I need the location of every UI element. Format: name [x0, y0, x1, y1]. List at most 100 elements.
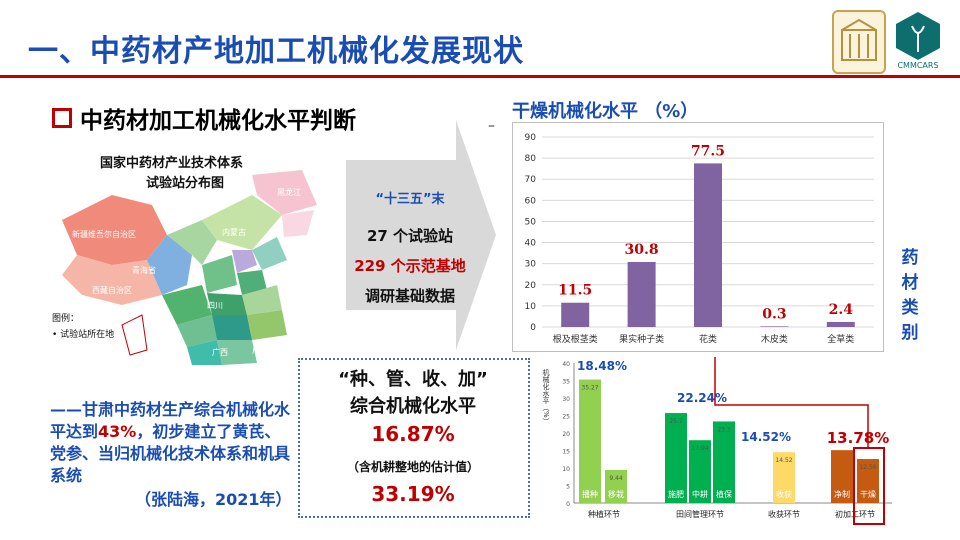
side-label: 药 材 类 别	[898, 246, 922, 346]
side-char: 类	[901, 298, 919, 318]
y-tick-label: 70	[525, 175, 537, 185]
group-level: 22.24%	[677, 391, 727, 405]
bar	[773, 452, 795, 503]
y-tick-label: 80	[525, 154, 537, 164]
svg-text:广东: 广东	[252, 345, 268, 355]
y-tick-label: 50	[525, 217, 537, 227]
stat-stations: 27 个试验站	[366, 227, 454, 245]
data-label: 11.5	[558, 283, 592, 299]
group-label: 田间管理环节	[676, 509, 724, 519]
data-label: 0.3	[762, 306, 786, 322]
connector-line	[714, 357, 869, 448]
y-tick-label: 10	[562, 466, 570, 473]
map-title: 国家中药材产业技术体系	[100, 156, 244, 171]
bar	[665, 413, 687, 503]
bar	[857, 459, 879, 503]
y-tick-label: 40	[562, 361, 570, 368]
summary-line2: 综合机械化水平	[350, 396, 476, 417]
bar	[689, 440, 711, 503]
svg-text:西藏自治区: 西藏自治区	[92, 285, 132, 295]
x-tick-label: 收获	[776, 489, 792, 499]
stat-demo-bases: 229 个示范基地	[354, 257, 466, 275]
svg-text:新疆维吾尔自治区: 新疆维吾尔自治区	[72, 229, 136, 239]
quote-line-end: ，初步建立了黄芪、党参、当归机械化技术体系和机具系统	[50, 422, 291, 485]
x-tick-label: 全草类	[827, 333, 854, 345]
x-tick-label: 植保	[716, 489, 732, 499]
y-tick-label: 30	[525, 260, 537, 270]
stat-period: “十三五”末	[375, 192, 445, 207]
page-title: 一、中药材产地加工机械化发展现状	[28, 34, 524, 69]
x-tick-label: 净制	[834, 489, 850, 499]
map-legend-item: • 试验站所在地	[52, 330, 115, 340]
cmmcars-logo: CMMCARS	[890, 10, 946, 70]
svg-text:广西: 广西	[212, 347, 228, 357]
quote-source: （张陆海，2021年）	[135, 490, 292, 509]
x-tick-label: 中耕	[692, 489, 708, 499]
bar	[694, 163, 722, 327]
x-tick-label: 花类	[699, 333, 717, 345]
y-tick-label: 5	[566, 484, 570, 491]
summary-box	[298, 358, 530, 518]
summary-value1: 16.87%	[371, 422, 455, 446]
x-tick-label: 果实种子类	[619, 333, 664, 345]
group-label: 种植环节	[588, 509, 620, 519]
y-tick-label: 90	[525, 133, 537, 143]
y-tick-label: 60	[525, 196, 537, 206]
svg-text:四川: 四川	[207, 301, 223, 310]
group-level: 13.78%	[827, 429, 889, 447]
side-char: 材	[901, 273, 919, 293]
y-tick-label: 35	[562, 379, 570, 386]
x-tick-label: 施肥	[668, 489, 684, 499]
bar	[627, 261, 656, 327]
x-tick-label: 根及根茎类	[553, 333, 598, 345]
y-tick-label: 10	[525, 302, 537, 312]
data-label: 12.56	[859, 464, 876, 471]
y-tick-label: 20	[525, 281, 537, 291]
title-divider	[0, 75, 960, 78]
y-tick-label: 30	[562, 396, 570, 403]
china-map: 新疆维吾尔自治区 西藏自治区 青海省 内蒙古 黑龙江 四川 广西 广东	[62, 170, 317, 365]
side-char: 别	[901, 323, 919, 343]
quote-line: ——甘肃中药材生产综合机械化水平达到	[50, 400, 291, 441]
svg-text:CMMCARS: CMMCARS	[897, 61, 938, 70]
group-label: 收获环节	[768, 509, 800, 519]
bullet-square-icon	[52, 108, 72, 128]
x-tick-label: 木皮类	[761, 333, 788, 345]
stat-basis: 调研基础数据	[364, 287, 455, 305]
bar	[579, 379, 601, 503]
y-tick-label: 40	[525, 239, 537, 249]
section-subtitle: 中药材加工机械化水平判断	[80, 108, 356, 134]
svg-text:内蒙古: 内蒙古	[222, 227, 246, 237]
x-tick-label: 干燥	[860, 490, 876, 499]
data-label: 17.94	[691, 445, 708, 452]
data-label: 77.5	[691, 143, 725, 159]
svg-text:黑龙江: 黑龙江	[277, 187, 301, 197]
dash-mark: –	[488, 118, 495, 134]
map-legend-label: 图例：	[52, 314, 80, 324]
stats-block: “十三五”末 27 个试验站 229 个示范基地 调研基础数据	[340, 188, 480, 306]
bar	[713, 421, 735, 503]
data-label: 25.7	[669, 418, 683, 425]
summary-line1: “种、管、收、加”	[338, 369, 488, 390]
y-tick-label: 0	[566, 501, 570, 508]
map-subtitle: 试验站分布图	[146, 176, 225, 191]
bar	[831, 450, 853, 503]
svg-text:青海省: 青海省	[132, 265, 156, 275]
chart1-title: 干燥机械化水平 （%）	[512, 101, 699, 122]
y-tick-label: 0	[530, 323, 536, 333]
drying-mechanization-chart: 0 10 20 30 40 50 60 70 80 90 11.5 根及根茎类 30.8 果实种子类 77.…	[525, 133, 874, 345]
quote-highlight: 43%	[98, 422, 137, 441]
arrow-shape	[346, 120, 496, 350]
bar	[760, 326, 789, 327]
data-label: 9.44	[609, 475, 623, 482]
bar	[561, 302, 590, 327]
data-label: 35.27	[581, 385, 598, 392]
university-logo	[832, 10, 886, 74]
data-label: 14.52	[775, 457, 792, 464]
x-tick-label: 播种	[582, 489, 598, 499]
highlight-frame	[853, 447, 885, 525]
data-label: 23.3	[717, 426, 731, 433]
bar	[605, 469, 627, 503]
y-tick-label: 15	[562, 449, 570, 456]
data-label: 2.4	[829, 302, 854, 318]
